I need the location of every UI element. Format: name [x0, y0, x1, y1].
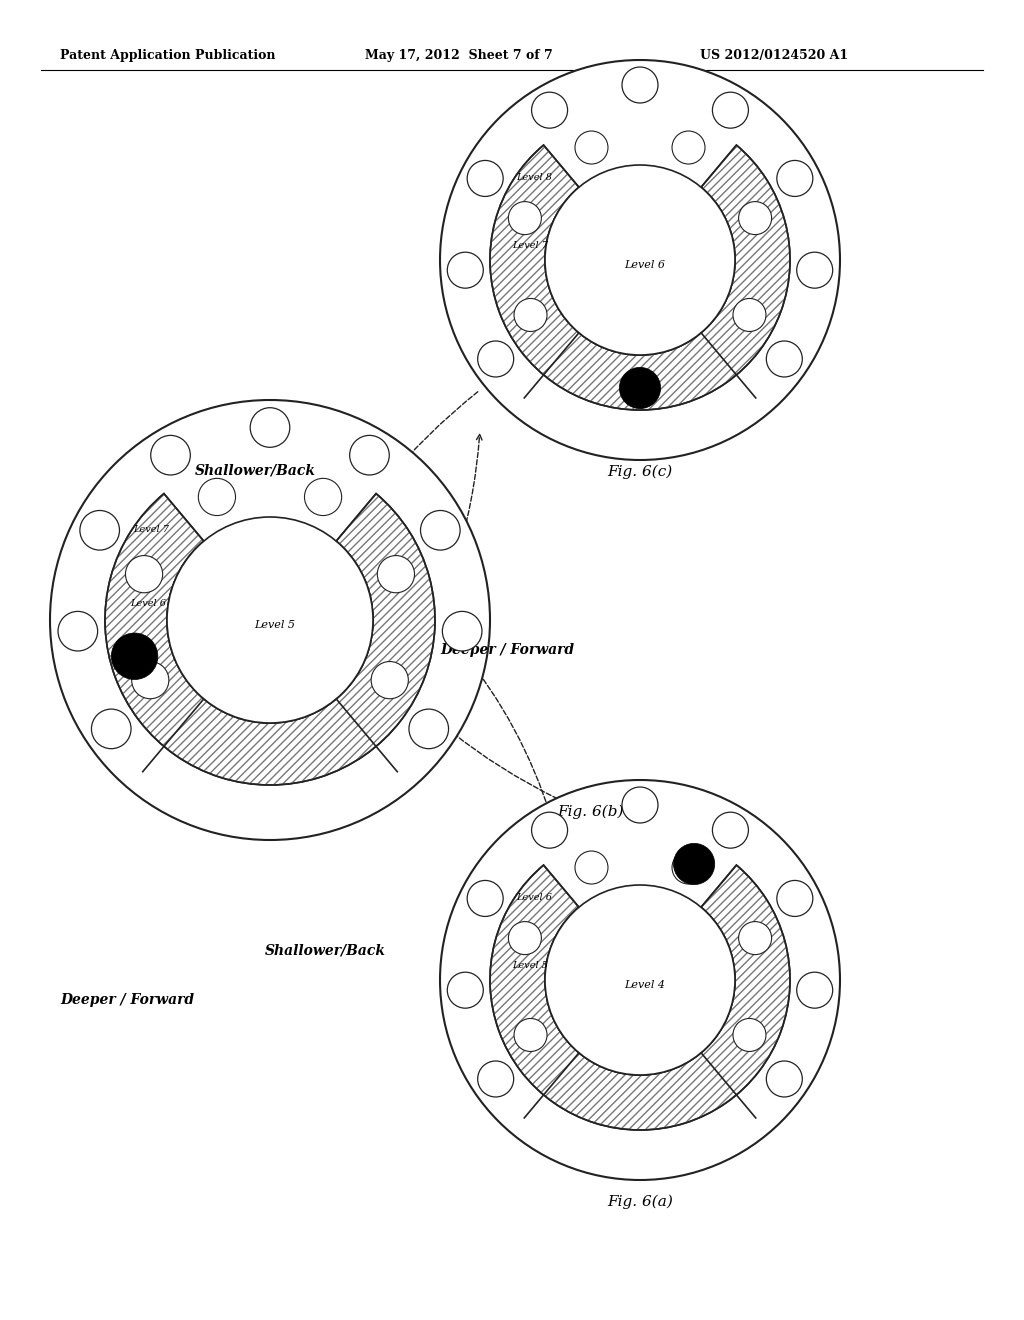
Circle shape	[545, 884, 735, 1074]
Text: Deeper / Forward: Deeper / Forward	[440, 643, 574, 657]
Text: Level 6: Level 6	[130, 599, 166, 609]
Circle shape	[797, 252, 833, 288]
Text: Level 7: Level 7	[512, 240, 549, 249]
Circle shape	[167, 517, 373, 723]
Circle shape	[409, 709, 449, 748]
Circle shape	[733, 298, 766, 331]
Text: Shallower/Back: Shallower/Back	[195, 463, 316, 477]
Circle shape	[250, 408, 290, 447]
Circle shape	[50, 400, 490, 840]
Circle shape	[349, 436, 389, 475]
Circle shape	[440, 59, 840, 459]
Circle shape	[514, 1019, 547, 1052]
Circle shape	[777, 161, 813, 197]
Circle shape	[514, 298, 547, 331]
Circle shape	[508, 202, 542, 235]
Circle shape	[151, 436, 190, 475]
Circle shape	[738, 921, 772, 954]
Circle shape	[713, 812, 749, 849]
Circle shape	[447, 252, 483, 288]
Wedge shape	[490, 865, 790, 1130]
Circle shape	[447, 972, 483, 1008]
Circle shape	[674, 843, 715, 884]
Circle shape	[477, 1061, 514, 1097]
Circle shape	[421, 511, 460, 550]
Text: Level 4: Level 4	[625, 979, 666, 990]
Text: Level 8: Level 8	[516, 173, 552, 182]
Text: Patent Application Publication: Patent Application Publication	[60, 49, 275, 62]
Text: Level 7: Level 7	[133, 525, 170, 533]
Circle shape	[377, 556, 415, 593]
Circle shape	[622, 67, 658, 103]
Text: Level 6: Level 6	[516, 894, 552, 902]
Circle shape	[531, 812, 567, 849]
Circle shape	[777, 880, 813, 916]
Text: Shallower/Back: Shallower/Back	[265, 942, 386, 957]
Circle shape	[477, 341, 514, 378]
Circle shape	[467, 880, 503, 916]
Circle shape	[508, 921, 542, 954]
Text: Level 6: Level 6	[625, 260, 666, 271]
Circle shape	[442, 611, 482, 651]
Text: Level 5: Level 5	[255, 620, 296, 630]
Circle shape	[620, 367, 660, 409]
Circle shape	[199, 478, 236, 516]
Circle shape	[797, 972, 833, 1008]
Circle shape	[545, 165, 735, 355]
Circle shape	[733, 1019, 766, 1052]
Text: Fig. 6(b): Fig. 6(b)	[557, 805, 624, 820]
Circle shape	[80, 511, 120, 550]
Circle shape	[112, 634, 158, 680]
Text: Fig. 6(a): Fig. 6(a)	[607, 1195, 673, 1209]
Circle shape	[575, 851, 608, 884]
Circle shape	[766, 1061, 803, 1097]
Circle shape	[672, 131, 705, 164]
Circle shape	[440, 780, 840, 1180]
Circle shape	[766, 341, 803, 378]
Text: Deeper / Forward: Deeper / Forward	[60, 993, 195, 1007]
Circle shape	[713, 92, 749, 128]
Text: May 17, 2012  Sheet 7 of 7: May 17, 2012 Sheet 7 of 7	[365, 49, 553, 62]
Circle shape	[371, 661, 409, 698]
Text: Fig. 6(c): Fig. 6(c)	[607, 465, 673, 479]
Circle shape	[91, 709, 131, 748]
Text: Level 5: Level 5	[512, 961, 549, 969]
Wedge shape	[105, 494, 435, 785]
Circle shape	[575, 131, 608, 164]
Circle shape	[738, 202, 772, 235]
Circle shape	[531, 92, 567, 128]
Circle shape	[132, 661, 169, 698]
Text: US 2012/0124520 A1: US 2012/0124520 A1	[700, 49, 848, 62]
Circle shape	[622, 787, 658, 822]
Wedge shape	[490, 145, 790, 411]
Circle shape	[304, 478, 342, 516]
Circle shape	[126, 556, 163, 593]
Circle shape	[672, 851, 705, 884]
Circle shape	[58, 611, 97, 651]
Circle shape	[467, 161, 503, 197]
